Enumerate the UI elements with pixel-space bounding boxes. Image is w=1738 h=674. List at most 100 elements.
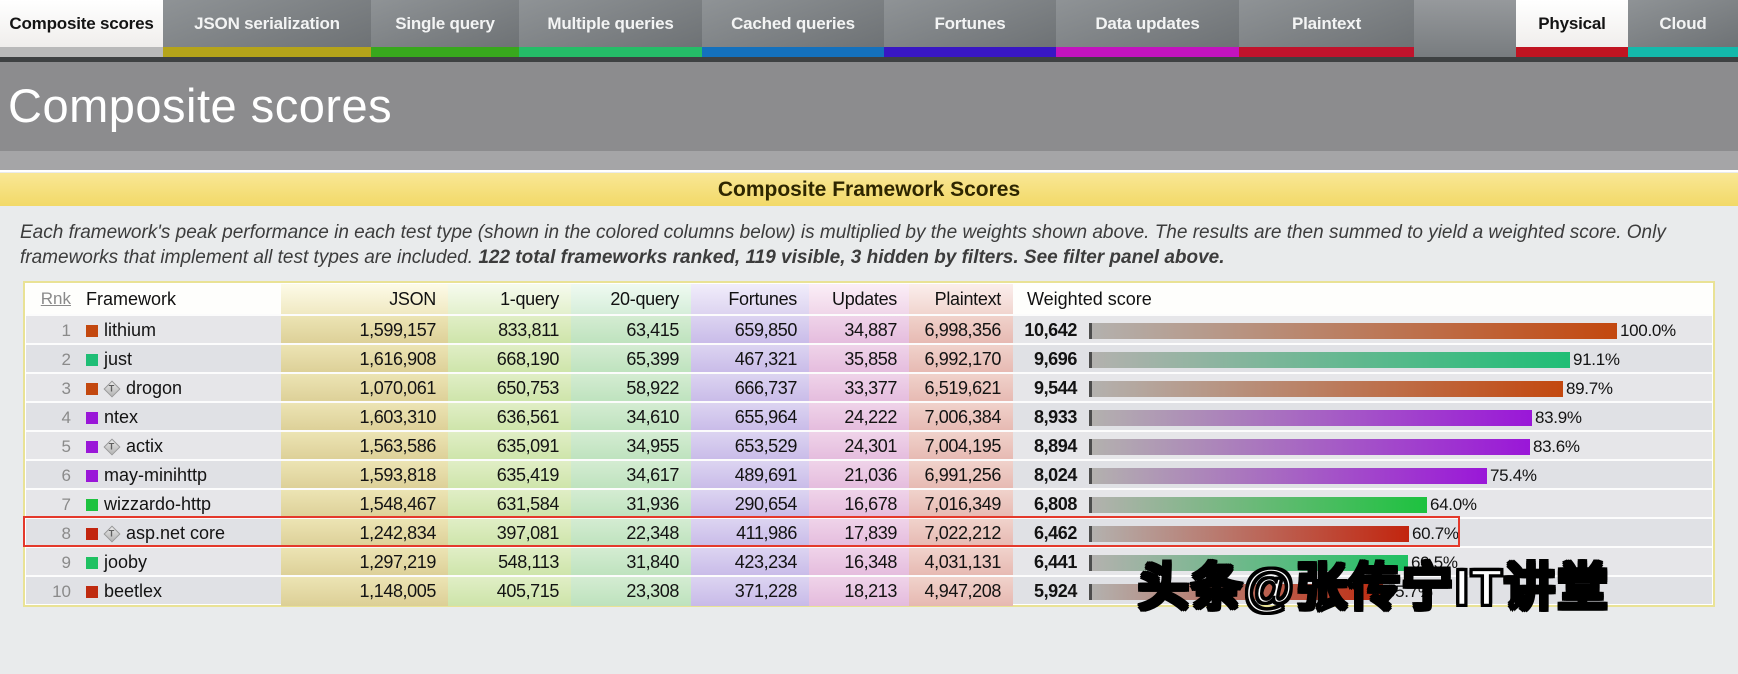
tab-cached-queries[interactable]: Cached queries bbox=[702, 0, 884, 57]
json-value: 1,563,586 bbox=[281, 432, 448, 461]
json-value: 1,548,467 bbox=[281, 490, 448, 519]
1-query-value: 405,715 bbox=[448, 577, 571, 606]
score-bar bbox=[1089, 496, 1427, 513]
score-percent-label: 89.7% bbox=[1566, 379, 1613, 398]
test-type-tabbar: Composite scores JSON serialization Sing… bbox=[0, 0, 1738, 57]
table-body: 1 lithium 1,599,157 833,811 63,415 659,8… bbox=[23, 314, 1712, 606]
framework-name-link[interactable]: just bbox=[104, 349, 133, 369]
header-separator bbox=[0, 151, 1738, 172]
framework-cell: T drogon bbox=[81, 374, 281, 403]
json-value: 1,242,834 bbox=[281, 519, 448, 548]
weighted-score-cell: 9,544 89.7% bbox=[1013, 374, 1712, 403]
tab-single-query[interactable]: Single query bbox=[371, 0, 519, 57]
framework-name-link[interactable]: jooby bbox=[104, 552, 148, 572]
color-swatch-icon bbox=[86, 353, 98, 366]
weighted-score-value: 6,441 bbox=[1033, 552, 1077, 572]
score-bar bbox=[1089, 380, 1563, 397]
header-fortunes[interactable]: Fortunes bbox=[691, 284, 809, 314]
framework-cell: T asp.net core bbox=[81, 519, 281, 548]
tab-fortunes[interactable]: Fortunes bbox=[884, 0, 1056, 57]
tab-underline bbox=[371, 47, 519, 57]
updates-value: 16,348 bbox=[809, 548, 909, 577]
framework-name-link[interactable]: lithium bbox=[104, 320, 157, 340]
framework-cell: beetlex bbox=[81, 577, 281, 606]
updates-value: 35,858 bbox=[809, 345, 909, 374]
tab-physical[interactable]: Physical bbox=[1516, 0, 1628, 57]
tab-label: Composite scores bbox=[0, 0, 163, 47]
color-swatch-icon bbox=[86, 382, 98, 395]
score-bar bbox=[1089, 322, 1617, 339]
tab-label: Multiple queries bbox=[519, 0, 702, 47]
section-banner-title: Composite Framework Scores bbox=[717, 177, 1021, 201]
updates-value: 34,887 bbox=[809, 316, 909, 345]
framework-name-link[interactable]: ntex bbox=[104, 407, 139, 427]
tab-data-updates[interactable]: Data updates bbox=[1056, 0, 1239, 57]
table-row: 1 lithium 1,599,157 833,811 63,415 659,8… bbox=[26, 314, 1712, 345]
tab-plaintext[interactable]: Plaintext bbox=[1239, 0, 1414, 57]
diamond-t-icon: T bbox=[103, 438, 121, 455]
framework-name-link[interactable]: asp.net core bbox=[126, 523, 226, 543]
rank-cell: 10 bbox=[52, 582, 71, 601]
header-json[interactable]: JSON bbox=[281, 284, 448, 314]
framework-cell: may-minihttp bbox=[81, 461, 281, 490]
plaintext-value: 4,947,208 bbox=[909, 577, 1013, 606]
1-query-value: 635,091 bbox=[448, 432, 571, 461]
header-weighted-score[interactable]: Weighted score bbox=[1027, 289, 1152, 309]
tab-underline bbox=[163, 47, 371, 57]
tab-underline bbox=[1239, 47, 1414, 57]
score-bar bbox=[1089, 351, 1570, 368]
header-updates[interactable]: Updates bbox=[809, 284, 909, 314]
framework-name-link[interactable]: wizzardo-http bbox=[104, 494, 212, 514]
tab-label: Physical bbox=[1516, 0, 1628, 47]
table-row: 6 may-minihttp 1,593,818 635,419 34,617 … bbox=[26, 459, 1712, 490]
framework-name-link[interactable]: actix bbox=[126, 436, 164, 456]
tab-json-serialization[interactable]: JSON serialization bbox=[163, 0, 371, 57]
20-query-value: 63,415 bbox=[571, 316, 691, 345]
20-query-value: 58,922 bbox=[571, 374, 691, 403]
weighted-score-value: 6,462 bbox=[1033, 523, 1077, 543]
table-row: 8 T asp.net core 1,242,834 397,081 22,34… bbox=[23, 516, 1712, 548]
score-bar bbox=[1089, 438, 1530, 455]
framework-name-link[interactable]: drogon bbox=[126, 378, 183, 398]
20-query-value: 22,348 bbox=[571, 519, 691, 548]
tab-label: JSON serialization bbox=[163, 0, 371, 47]
framework-cell: just bbox=[81, 345, 281, 374]
rank-cell: 3 bbox=[61, 379, 71, 398]
score-percent-label: 100.0% bbox=[1620, 321, 1676, 340]
plaintext-value: 7,022,212 bbox=[909, 519, 1013, 548]
1-query-value: 833,811 bbox=[448, 316, 571, 345]
tab-composite-scores[interactable]: Composite scores bbox=[0, 0, 163, 57]
tab-multiple-queries[interactable]: Multiple queries bbox=[519, 0, 702, 57]
json-value: 1,599,157 bbox=[281, 316, 448, 345]
1-query-value: 635,419 bbox=[448, 461, 571, 490]
20-query-value: 65,399 bbox=[571, 345, 691, 374]
header-rnk[interactable]: Rnk bbox=[40, 289, 71, 308]
rank-cell: 5 bbox=[61, 437, 71, 456]
header-plaintext[interactable]: Plaintext bbox=[909, 284, 1013, 314]
json-value: 1,148,005 bbox=[281, 577, 448, 606]
tabbar-divider bbox=[0, 57, 1738, 62]
header-framework[interactable]: Framework bbox=[86, 289, 177, 309]
20-query-value: 34,610 bbox=[571, 403, 691, 432]
20-query-value: 31,936 bbox=[571, 490, 691, 519]
plaintext-value: 7,004,195 bbox=[909, 432, 1013, 461]
score-bar bbox=[1089, 467, 1487, 484]
tab-underline bbox=[1516, 47, 1628, 57]
weighted-score-value: 9,544 bbox=[1033, 378, 1077, 398]
updates-value: 17,839 bbox=[809, 519, 909, 548]
tab-cloud[interactable]: Cloud bbox=[1628, 0, 1738, 57]
header-20-query[interactable]: 20-query bbox=[571, 284, 691, 314]
header-1-query[interactable]: 1-query bbox=[448, 284, 571, 314]
color-swatch-icon bbox=[86, 324, 98, 337]
section-banner: Composite Framework Scores bbox=[0, 173, 1738, 206]
table-header-row: Rnk Framework JSON 1-query 20-query Fort… bbox=[26, 284, 1712, 314]
weighted-score-value: 8,024 bbox=[1033, 465, 1077, 485]
table-row: 7 wizzardo-http 1,548,467 631,584 31,936… bbox=[26, 488, 1712, 519]
weighted-score-value: 5,924 bbox=[1033, 581, 1077, 601]
color-swatch-icon bbox=[86, 527, 98, 540]
score-percent-label: 83.6% bbox=[1533, 437, 1580, 456]
framework-name-link[interactable]: beetlex bbox=[104, 581, 163, 601]
weighted-score-cell: 8,024 75.4% bbox=[1013, 461, 1712, 490]
score-percent-label: 60.7% bbox=[1412, 524, 1459, 543]
framework-name-link[interactable]: may-minihttp bbox=[104, 465, 208, 485]
